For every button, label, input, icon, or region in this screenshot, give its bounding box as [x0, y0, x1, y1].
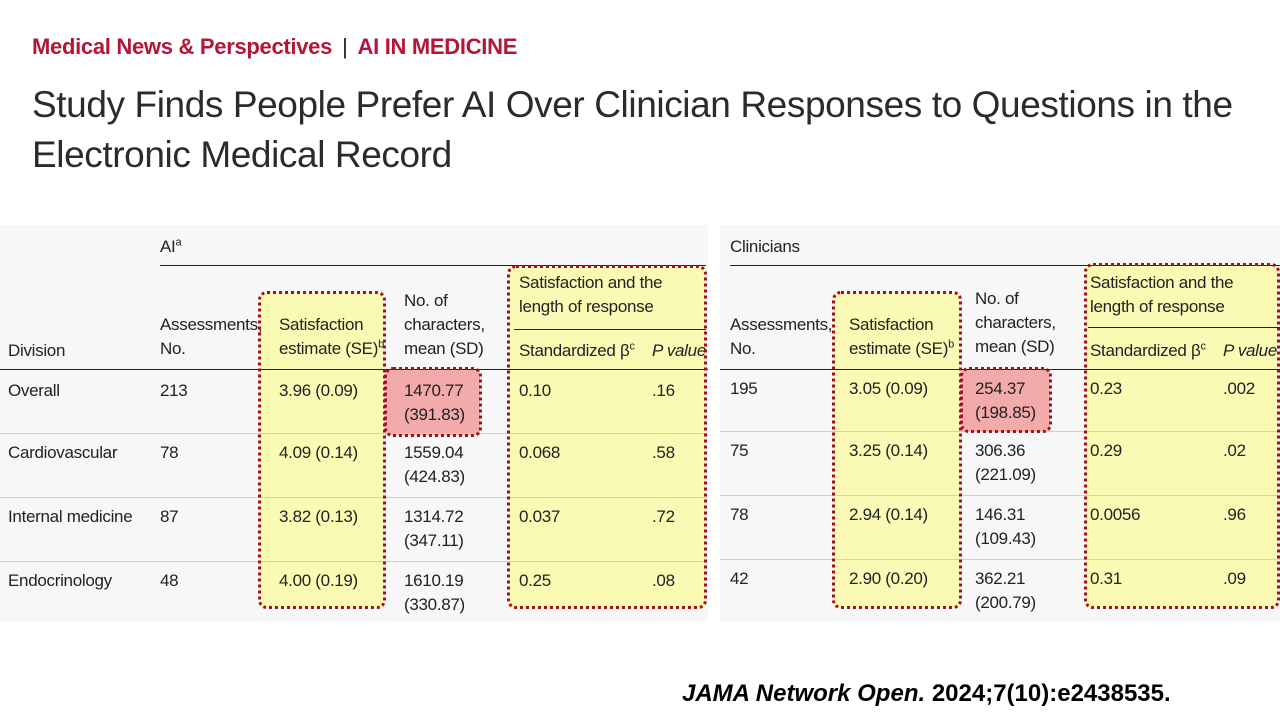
section-name[interactable]: Medical News & Perspectives — [32, 34, 333, 59]
row-divider — [0, 433, 708, 434]
characters-header: No. of characters, mean (SD) — [975, 289, 1056, 356]
length-group-header: Satisfaction and the length of response — [1090, 273, 1234, 316]
satisfaction-cell: 4.09 (0.14) — [279, 443, 358, 462]
beta-cell: 0.29 — [1090, 441, 1122, 460]
beta-cell: 0.0056 — [1090, 505, 1141, 524]
beta-cell: 0.25 — [519, 571, 551, 590]
length-group-header: Satisfaction and the length of response — [519, 273, 663, 316]
citation-journal: JAMA Network Open. — [682, 680, 926, 707]
length-box — [1084, 263, 1280, 609]
beta-cell: 0.10 — [519, 381, 551, 400]
row-divider — [720, 495, 1280, 496]
citation: JAMA Network Open. 2024;7(10):e2438535. — [682, 680, 1171, 708]
satisfaction-cell: 3.05 (0.09) — [849, 379, 928, 398]
characters-cell: 254.37 (198.85) — [975, 379, 1036, 422]
pvalue-cell: .002 — [1223, 379, 1255, 398]
page-title: Study Finds People Prefer AI Over Clinic… — [32, 84, 1233, 175]
satisfaction-box — [258, 291, 386, 609]
characters-cell: 146.31 (109.43) — [975, 505, 1036, 548]
header-rule — [0, 369, 708, 370]
assessments-header: Assessments, No. — [160, 315, 263, 358]
beta-cell: 0.23 — [1090, 379, 1122, 398]
group-header-clinicians: Clinicians — [730, 237, 800, 256]
assessments-cell: 75 — [730, 441, 749, 460]
characters-cell: 306.36 (221.09) — [975, 441, 1036, 484]
length-group-rule — [514, 329, 706, 330]
satisfaction-highlight — [260, 293, 384, 607]
pvalue-cell: .02 — [1223, 441, 1246, 460]
length-highlight — [509, 267, 705, 607]
satisfaction-cell: 3.25 (0.14) — [849, 441, 928, 460]
characters-cell: 1610.19 (330.87) — [404, 571, 465, 614]
overall-chars-box — [960, 367, 1052, 433]
pvalue-cell: .16 — [652, 381, 675, 400]
satisfaction-cell: 2.90 (0.20) — [849, 569, 928, 588]
satisfaction-cell: 3.82 (0.13) — [279, 507, 358, 526]
assessments-cell: 78 — [730, 505, 749, 524]
satisfaction-highlight — [834, 293, 960, 607]
assessments-cell: 42 — [730, 569, 749, 588]
characters-cell: 1559.04 (424.83) — [404, 443, 465, 486]
citation-reference: 2024;7(10):e2438535. — [931, 680, 1171, 707]
assessments-cell: 195 — [730, 379, 758, 398]
satisfaction-header: Satisfaction estimate (SE)b — [849, 315, 954, 358]
division-cell: Internal medicine — [8, 507, 133, 526]
pvalue-cell: .96 — [1223, 505, 1246, 524]
pvalue-cell: .09 — [1223, 569, 1246, 588]
satisfaction-cell: 4.00 (0.19) — [279, 571, 358, 590]
assessments-cell: 48 — [160, 571, 179, 590]
characters-header: No. of characters, mean (SD) — [404, 291, 485, 358]
assessments-cell: 213 — [160, 381, 188, 400]
division-cell: Endocrinology — [8, 571, 112, 590]
topic-name[interactable]: AI IN MEDICINE — [357, 34, 518, 59]
beta-cell: 0.31 — [1090, 569, 1122, 588]
assessments-cell: 87 — [160, 507, 179, 526]
characters-cell: 1314.72 (347.11) — [404, 507, 464, 550]
satisfaction-cell: 2.94 (0.14) — [849, 505, 928, 524]
assessments-header: Assessments, No. — [730, 315, 833, 358]
characters-cell: 362.21 (200.79) — [975, 569, 1036, 612]
division-cell: Cardiovascular — [8, 443, 118, 462]
clinicians-table: Clinicians Assessments, No. Satisfaction e… — [720, 225, 1280, 621]
satisfaction-box — [832, 291, 962, 609]
pvalue-header: P value — [652, 341, 706, 360]
ai-table: AIa Division Assessments, No. Satisfactio… — [0, 225, 708, 621]
pvalue-header: P value — [1223, 341, 1277, 360]
division-header: Division — [8, 341, 66, 360]
length-group-rule — [1088, 327, 1280, 328]
assessments-cell: 78 — [160, 443, 179, 462]
row-divider — [0, 497, 708, 498]
beta-cell: 0.037 — [519, 507, 561, 526]
pvalue-cell: .72 — [652, 507, 675, 526]
length-box — [507, 265, 707, 609]
pvalue-cell: .08 — [652, 571, 675, 590]
overall-chars-highlight — [386, 369, 480, 435]
beta-cell: 0.068 — [519, 443, 561, 462]
group-rule — [160, 265, 706, 266]
row-divider — [0, 561, 708, 562]
overall-chars-highlight — [962, 369, 1050, 431]
satisfaction-header: Satisfaction estimate (SE)b — [279, 315, 384, 358]
length-highlight — [1086, 265, 1278, 607]
overall-chars-box — [384, 367, 482, 437]
group-rule — [730, 265, 1280, 266]
division-cell: Overall — [8, 381, 60, 400]
section-kicker: Medical News & Perspectives | AI IN MEDICI… — [32, 34, 517, 60]
satisfaction-cell: 3.96 (0.09) — [279, 381, 358, 400]
characters-cell: 1470.77 (391.83) — [404, 381, 465, 424]
group-header-ai: AIa — [160, 236, 182, 256]
pvalue-cell: .58 — [652, 443, 675, 462]
beta-header: Standardized βc — [1090, 340, 1206, 360]
kicker-separator: | — [342, 34, 348, 59]
beta-header: Standardized βc — [519, 340, 635, 360]
row-divider — [720, 559, 1280, 560]
